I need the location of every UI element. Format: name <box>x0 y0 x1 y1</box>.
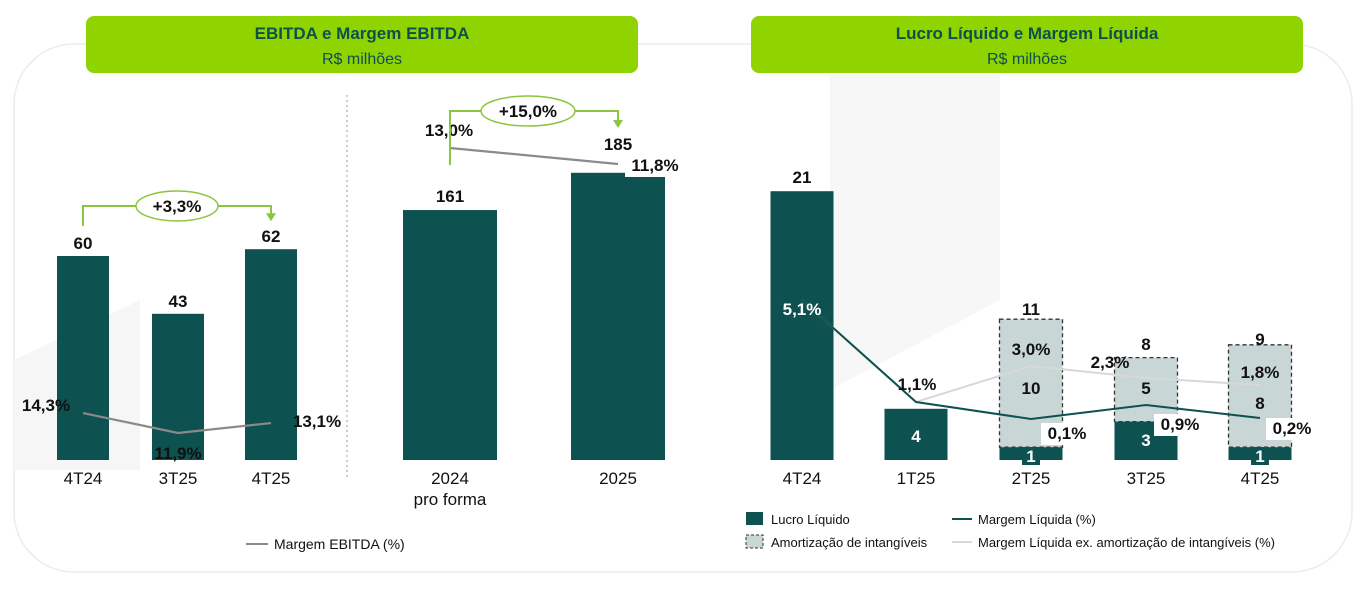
legend-margem-ebitda: Margem EBITDA (%) <box>246 536 405 552</box>
growth-label-annual: +15,0% <box>499 102 557 121</box>
legend-lucro-swatch <box>746 512 763 525</box>
left-header-box <box>86 16 638 73</box>
margin-label-3T25: 11,9% <box>154 444 201 463</box>
growth-arrow-head-annual <box>613 120 623 128</box>
bar-amortizacao-3T25 <box>1113 356 1179 423</box>
lucro-label-3T25: 3 <box>1141 431 1150 450</box>
margin-label-4T25: 0,2% <box>1273 419 1312 438</box>
margin-label-4T24: 5,1% <box>783 300 822 319</box>
amort-label-2T25: 10 <box>1022 379 1041 398</box>
growth-label: +3,3% <box>153 197 202 216</box>
x-tick-1T25: 1T25 <box>897 469 936 488</box>
margin-label-4T24: 14,3% <box>22 396 70 415</box>
x-tick-3T25: 3T25 <box>159 469 198 488</box>
left-header-subtitle: R$ milhões <box>322 51 402 68</box>
legend-right: Lucro Líquido Amortização de intangíveis… <box>745 512 1275 550</box>
lucro-liquido-chart: 4T24 1T25 2T25 3T25 4T25215,1%41,1%111085983… <box>770 168 1318 488</box>
x-tick-2T25: 2T25 <box>1012 469 1051 488</box>
value-label-2025: 185 <box>604 135 632 154</box>
ebitda-quarterly-chart: 60 4T24 43 3T25 62 4T25 14,3% 11,9% 13,1% +3,3% <box>22 190 341 488</box>
right-header-title: Lucro Líquido e Margem Líquida <box>896 24 1159 43</box>
x-tick-4T25: 4T25 <box>1241 469 1280 488</box>
left-header: EBITDA e Margem EBITDA R$ milhões <box>86 16 638 73</box>
margin-ex-label-2T25: 3,0% <box>1012 340 1051 359</box>
x-tick-3T25: 3T25 <box>1127 469 1166 488</box>
margin-label-2025-bg <box>625 155 685 177</box>
legend-margem-ex-label: Margem Líquida ex. amortização de intang… <box>978 535 1275 550</box>
legend-margem-label: Margem Líquida (%) <box>978 512 1096 527</box>
value-label-4T24: 60 <box>74 234 93 253</box>
lucro-label-4T24: 21 <box>793 168 812 187</box>
growth-arrow-head <box>266 213 276 222</box>
x-tick-4T24: 4T24 <box>64 469 103 488</box>
background-layer <box>13 43 1353 573</box>
right-header-box <box>751 16 1303 73</box>
bar-ebitda-4T24 <box>57 256 109 460</box>
margin-label-2T25: 0,1% <box>1048 424 1087 443</box>
x-tick-2024-pro-forma-0: 2024 <box>431 469 469 488</box>
bar-lucro-4T24 <box>770 191 834 460</box>
lucro-label-4T25: 1 <box>1255 447 1264 466</box>
x-tick-4T24: 4T24 <box>783 469 822 488</box>
value-label-3T25: 43 <box>169 292 188 311</box>
bar-ebitda-4T25 <box>245 249 297 460</box>
legend-margem-ebitda-label: Margem EBITDA (%) <box>274 536 405 552</box>
x-tick-2025-0: 2025 <box>599 469 637 488</box>
decor-shape-right <box>830 75 1000 390</box>
right-header-subtitle: R$ milhões <box>987 51 1067 68</box>
value-label-4T25: 62 <box>262 227 281 246</box>
x-tick-4T25: 4T25 <box>252 469 291 488</box>
lucro-label-bg-2T25 <box>1022 447 1040 465</box>
legend-lucro-label: Lucro Líquido <box>771 512 850 527</box>
total-label-3T25: 8 <box>1141 335 1150 354</box>
margin-label-3T25: 0,9% <box>1161 415 1200 434</box>
total-label-2T25: 11 <box>1022 300 1040 319</box>
bar-lucro-1T25 <box>884 408 948 460</box>
margin-label-3T25-bg <box>1154 414 1206 436</box>
line-margem-liquida <box>801 299 1261 421</box>
value-label-2024: 161 <box>436 187 464 206</box>
margin-label-4T25-bg <box>1266 418 1318 440</box>
amort-label-4T25: 8 <box>1255 394 1264 413</box>
line-margem-ebitda <box>82 412 272 435</box>
legend-amort-label: Amortização de intangíveis <box>771 535 928 550</box>
amort-label-3T25: 5 <box>1141 379 1150 398</box>
legend-amort-swatch <box>745 534 764 549</box>
margin-ex-label-3T25: 2,3% <box>1091 353 1130 372</box>
margin-label-2T25-bg <box>1041 423 1093 445</box>
lucro-label-1T25: 4 <box>911 427 921 446</box>
x-tick-2024-pro-forma-1: pro forma <box>414 490 487 509</box>
lucro-label-2T25: 1 <box>1026 447 1035 466</box>
bar-ebitda-3T25 <box>152 313 204 460</box>
growth-bubble <box>135 190 219 222</box>
total-label-4T25: 9 <box>1255 330 1264 349</box>
growth-bubble-annual <box>480 95 576 127</box>
margin-ex-label-4T25: 1,8% <box>1241 363 1280 382</box>
lucro-label-bg-4T25 <box>1251 447 1269 465</box>
bar-ebitda-2024-pro-forma <box>403 210 497 460</box>
right-header: Lucro Líquido e Margem Líquida R$ milhõe… <box>751 16 1303 73</box>
margin-label-4T25: 13,1% <box>293 412 341 431</box>
line-margem-ebitda-annual <box>449 146 619 166</box>
margin-label-2025: 11,8% <box>631 156 678 175</box>
left-header-title: EBITDA e Margem EBITDA <box>255 24 470 43</box>
bar-ebitda-2025 <box>571 172 665 460</box>
margin-label-1T25: 1,1% <box>898 375 937 394</box>
panel-outline <box>13 43 1353 573</box>
